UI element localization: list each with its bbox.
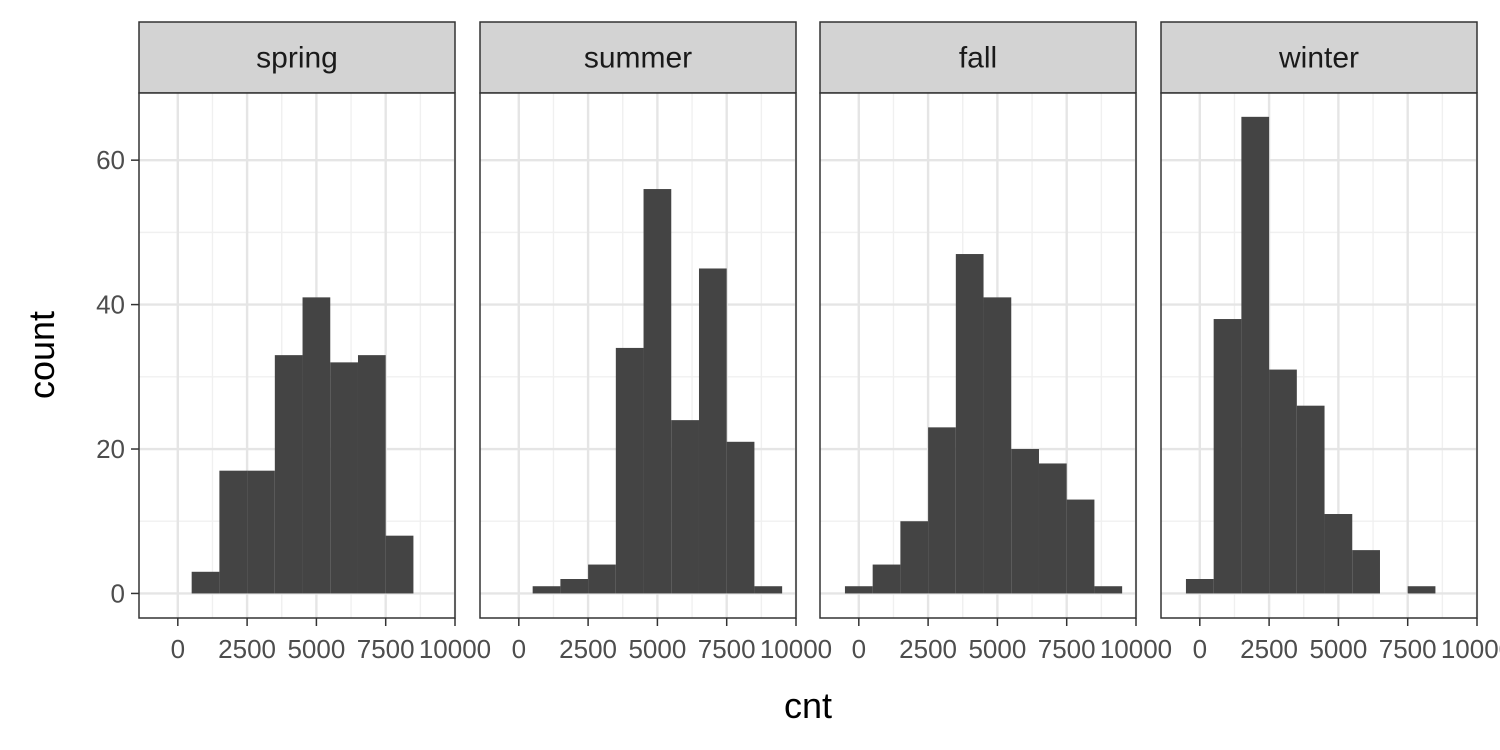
y-axis-title: count xyxy=(21,311,62,399)
x-tick-label: 5000 xyxy=(1309,634,1367,664)
panel-border xyxy=(479,92,797,619)
histogram-bar xyxy=(1094,586,1123,594)
histogram-bar xyxy=(615,347,644,594)
histogram-bar xyxy=(698,268,727,594)
y-tick-label: 60 xyxy=(96,145,125,175)
histogram-bar xyxy=(1066,499,1095,594)
x-axis-title: cnt xyxy=(784,685,832,726)
histogram-bar xyxy=(1185,579,1214,594)
x-tick-label: 10000 xyxy=(1100,634,1172,664)
x-tick-label: 0 xyxy=(171,634,185,664)
x-tick-label: 10000 xyxy=(760,634,832,664)
facet-panel-summer: summer 0 2500 5000 7500 10000 xyxy=(479,21,832,664)
histogram-bar xyxy=(1038,463,1067,594)
histogram-bar xyxy=(955,254,984,594)
strip-spring xyxy=(138,21,456,94)
histogram-bar xyxy=(671,420,699,594)
x-tick-label: 7500 xyxy=(698,634,756,664)
histogram-bar xyxy=(219,470,248,594)
x-tick-label: 2500 xyxy=(899,634,957,664)
panel-border xyxy=(138,92,456,619)
x-tick-label: 5000 xyxy=(628,634,686,664)
histogram-bar xyxy=(900,521,929,594)
strip-label-fall: fall xyxy=(959,42,997,75)
histogram-bar xyxy=(1213,319,1242,594)
x-tick-label: 2500 xyxy=(218,634,276,664)
x-tick-label: 10000 xyxy=(419,634,491,664)
histogram-bar xyxy=(385,535,414,594)
strip-label-summer: summer xyxy=(584,42,692,75)
histogram-bar xyxy=(1324,514,1353,594)
histogram-bar xyxy=(588,564,616,594)
x-tick-label: 7500 xyxy=(1379,634,1437,664)
histogram-bar xyxy=(1352,550,1380,594)
facet-panel-spring: spring 0 2500 5000 7500 10000 xyxy=(138,21,491,664)
histogram-bar xyxy=(191,571,220,594)
x-tick-label: 2500 xyxy=(1240,634,1298,664)
x-tick-label: 5000 xyxy=(287,634,345,664)
histogram-bar xyxy=(532,586,561,594)
histogram-bar xyxy=(726,441,755,594)
histogram-bar xyxy=(928,427,956,594)
histogram-bar xyxy=(302,297,331,594)
histogram-bar xyxy=(1296,405,1325,594)
panel-border xyxy=(819,92,1137,619)
histogram-bar xyxy=(754,586,783,594)
histogram-bar xyxy=(872,564,901,594)
histogram-bar xyxy=(643,189,672,594)
x-tick-label: 0 xyxy=(1193,634,1207,664)
strip-winter xyxy=(1160,21,1478,94)
histogram-bar xyxy=(357,355,386,594)
y-tick-label: 20 xyxy=(96,434,125,464)
histogram-bar xyxy=(330,362,358,594)
histogram-bar xyxy=(560,579,589,594)
x-tick-label: 5000 xyxy=(968,634,1026,664)
x-tick-label: 7500 xyxy=(1038,634,1096,664)
x-tick-label: 2500 xyxy=(559,634,617,664)
y-tick-label: 40 xyxy=(96,290,125,320)
strip-label-spring: spring xyxy=(256,42,338,75)
x-tick-label: 10000 xyxy=(1441,634,1500,664)
panel-border xyxy=(1160,92,1478,619)
histogram-bar xyxy=(247,470,275,594)
histogram-bar xyxy=(1241,116,1270,594)
y-axis: 0 20 40 60 xyxy=(96,145,139,608)
x-tick-label: 7500 xyxy=(357,634,415,664)
x-tick-label: 0 xyxy=(852,634,866,664)
histogram-bar xyxy=(1407,586,1436,594)
histogram-bar xyxy=(1269,369,1297,594)
strip-fall xyxy=(819,21,1137,94)
y-tick-label: 0 xyxy=(111,578,125,608)
histogram-bar xyxy=(1011,449,1039,594)
x-tick-label: 0 xyxy=(512,634,526,664)
strip-label-winter: winter xyxy=(1278,42,1359,75)
histogram-bar xyxy=(274,355,303,594)
facet-panel-fall: fall 0 2500 5000 7500 10000 xyxy=(819,21,1172,664)
strip-summer xyxy=(479,21,797,94)
histogram-bar xyxy=(983,297,1012,594)
histogram-bar xyxy=(844,586,873,594)
